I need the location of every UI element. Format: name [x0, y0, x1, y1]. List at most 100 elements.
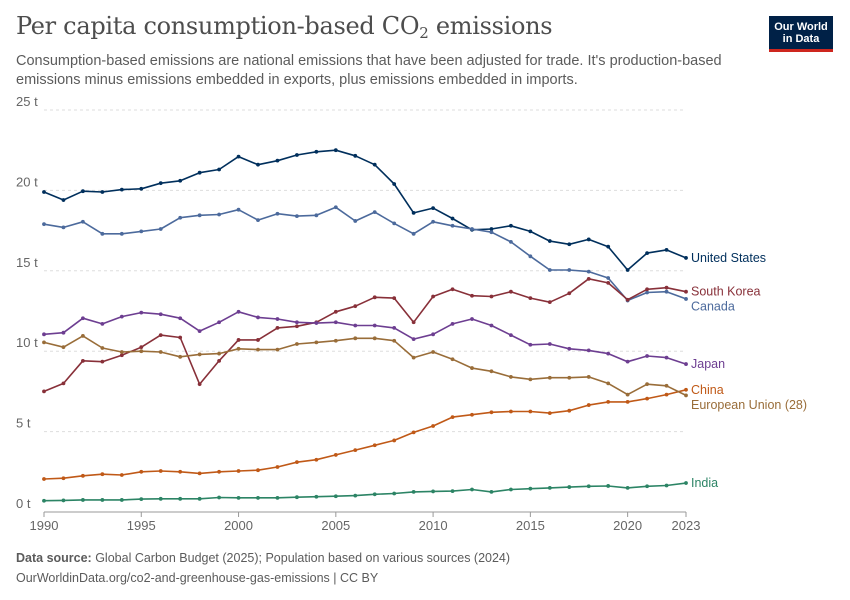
data-point	[392, 325, 397, 330]
data-point	[547, 375, 552, 380]
data-point	[119, 314, 124, 319]
data-point	[139, 497, 144, 502]
series-canada	[42, 205, 688, 303]
data-point	[664, 392, 669, 397]
data-point	[606, 381, 611, 386]
data-point	[256, 218, 260, 223]
data-point	[509, 487, 513, 492]
data-point	[275, 465, 280, 469]
data-point	[625, 399, 630, 404]
data-point	[158, 469, 163, 473]
data-point	[256, 315, 260, 320]
data-point	[217, 167, 221, 172]
data-point	[236, 346, 241, 351]
data-point	[567, 485, 572, 489]
data-point	[353, 336, 358, 341]
data-point	[236, 309, 241, 314]
source-url[interactable]: OurWorldinData.org/co2-and-greenhouse-ga…	[16, 571, 379, 585]
chart-title: Per capita consumption-based CO2 emissio…	[16, 12, 553, 42]
data-point	[528, 229, 533, 234]
data-point	[528, 296, 533, 301]
data-point	[372, 295, 377, 300]
data-point	[645, 290, 649, 295]
data-point	[528, 377, 533, 382]
data-point	[606, 399, 611, 404]
data-point	[295, 342, 299, 346]
data-point	[100, 190, 105, 194]
data-point	[158, 181, 163, 186]
data-point	[295, 320, 299, 325]
series-line	[43, 310, 687, 365]
series-label: European Union (28)	[691, 398, 807, 412]
data-point	[509, 239, 513, 244]
data-point	[567, 242, 572, 247]
data-point	[314, 149, 319, 154]
data-point	[139, 349, 144, 354]
data-point	[625, 392, 630, 397]
data-point	[81, 498, 85, 502]
data-point	[42, 389, 46, 394]
series-label: India	[691, 476, 718, 490]
data-point	[528, 342, 533, 347]
y-tick-label: 25 t	[16, 94, 38, 109]
data-point	[372, 323, 377, 328]
logo-line-2: in Data	[782, 33, 820, 45]
data-point	[586, 269, 591, 274]
series-south-korea	[42, 276, 688, 394]
data-point	[606, 351, 611, 356]
logo-line-1: Our World	[774, 21, 828, 33]
data-point	[392, 491, 397, 496]
data-point	[139, 345, 144, 350]
data-point	[197, 352, 202, 357]
data-point	[372, 336, 377, 341]
data-point	[372, 162, 377, 167]
data-point	[586, 237, 591, 242]
data-point	[547, 300, 552, 305]
data-point	[470, 293, 474, 298]
data-point	[431, 332, 435, 337]
data-point	[333, 453, 338, 457]
data-point	[178, 178, 183, 183]
series-united-states	[42, 148, 688, 272]
y-tick-label: 20 t	[16, 174, 38, 189]
data-point	[119, 473, 124, 477]
data-point	[314, 494, 319, 499]
data-point	[450, 287, 455, 292]
data-point	[217, 351, 221, 356]
data-point	[431, 424, 435, 428]
data-point	[158, 496, 163, 501]
data-point	[158, 350, 163, 354]
data-point	[158, 312, 163, 317]
data-point	[333, 320, 338, 325]
data-point	[470, 366, 474, 370]
data-source-label: Data source:	[16, 551, 92, 565]
owid-logo[interactable]: Our World in Data	[769, 16, 833, 52]
data-point	[100, 346, 105, 350]
data-point	[645, 484, 649, 489]
data-point	[217, 358, 221, 363]
data-point	[275, 211, 280, 216]
data-point	[42, 190, 46, 194]
data-point	[119, 353, 124, 358]
data-point	[61, 381, 66, 386]
data-point	[100, 321, 105, 326]
data-point	[450, 357, 455, 362]
data-point	[567, 346, 572, 351]
series-china	[42, 387, 688, 481]
data-point	[411, 320, 416, 325]
data-point	[100, 231, 105, 236]
data-point	[411, 211, 416, 215]
data-point	[567, 268, 572, 272]
data-point	[61, 225, 66, 230]
data-point	[392, 296, 397, 301]
series-label: China	[691, 383, 724, 397]
data-point	[645, 251, 649, 256]
data-point	[158, 227, 163, 231]
y-tick-label: 15 t	[16, 255, 38, 270]
data-point	[606, 280, 611, 285]
data-point	[139, 229, 144, 234]
data-point	[392, 182, 397, 186]
y-axis-ticks: 0 t 5 t 10 t 15 t 20 t 25 t	[16, 94, 38, 511]
x-tick-label: 1995	[127, 518, 156, 533]
data-point	[431, 294, 435, 299]
